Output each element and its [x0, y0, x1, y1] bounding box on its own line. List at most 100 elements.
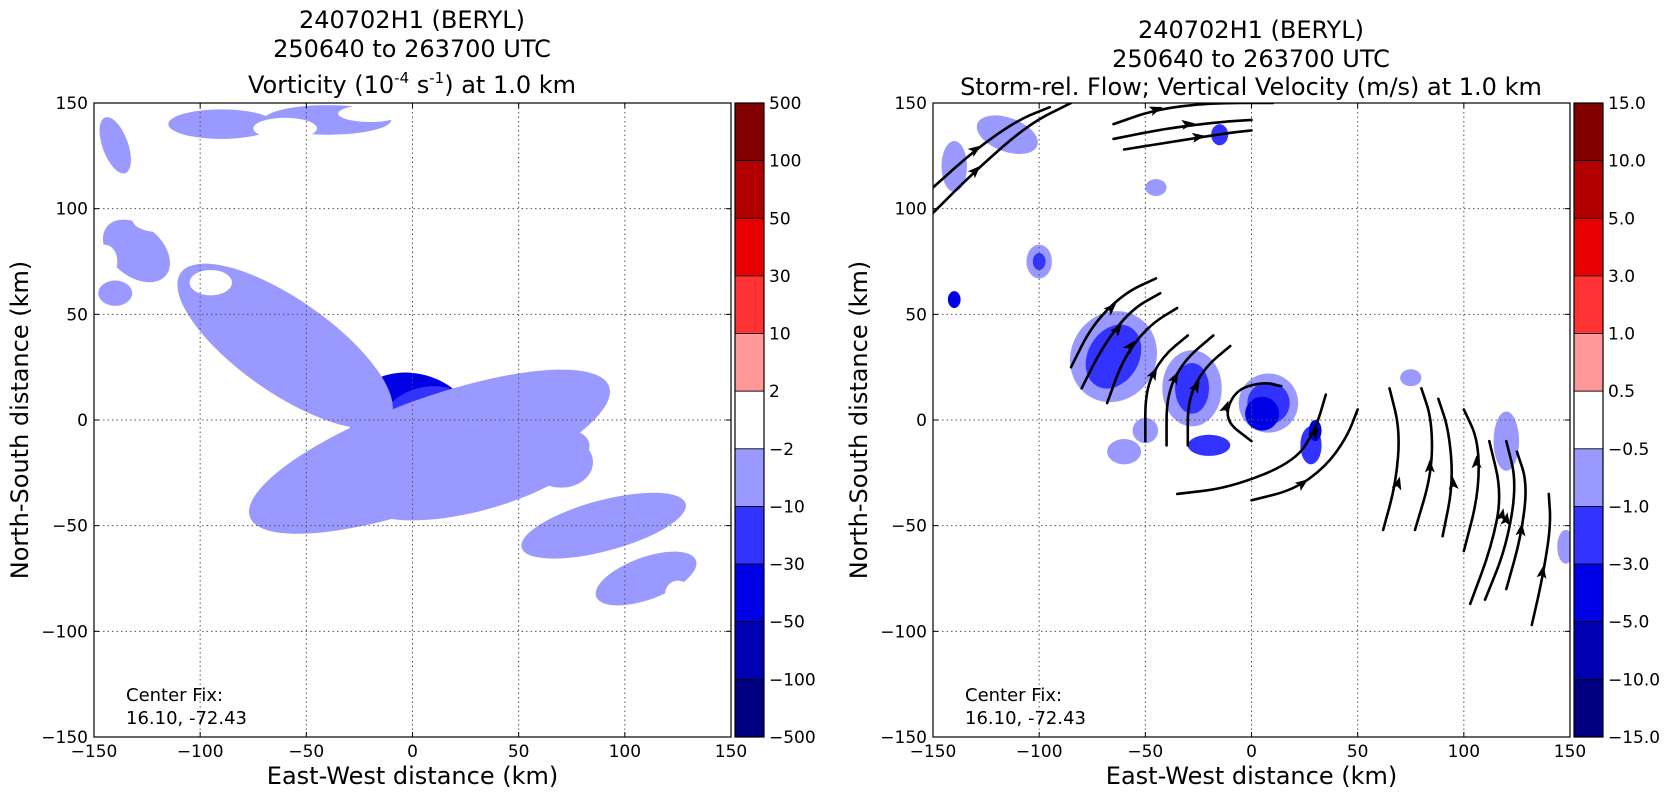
- colorbar-cell: [734, 390, 765, 450]
- colorbar-cell: [1573, 563, 1604, 623]
- x-tick-label: 100: [609, 742, 641, 762]
- streamline-arrow: [1181, 119, 1195, 130]
- streamline-arrow: [1110, 323, 1122, 337]
- colorbar-frame: [1573, 102, 1604, 738]
- x-tick-label: 0: [1246, 742, 1257, 762]
- center-fix-label: Center Fix:: [126, 685, 223, 706]
- streamline-arrow: [1219, 400, 1229, 415]
- right-title-line-2: 250640 to 263700 UTC: [1112, 45, 1390, 73]
- left-title-line-1: 240702H1 (BERYL): [299, 6, 525, 34]
- center-fix-label: Center Fix:: [965, 685, 1062, 706]
- colorbar-tick-label: −50: [769, 613, 805, 633]
- left-title-var-prefix: Vorticity (10: [248, 71, 394, 99]
- left-title-line-2: 250640 to 263700 UTC: [273, 35, 551, 63]
- streamline: [1381, 387, 1400, 532]
- contour-region: [338, 105, 402, 123]
- streamline: [1105, 306, 1179, 405]
- colorbar-cell: [734, 621, 765, 680]
- contour-region: [934, 252, 974, 313]
- streamline: [1530, 492, 1552, 627]
- x-tick-label: −50: [1127, 742, 1163, 762]
- streamline: [1462, 408, 1481, 553]
- x-axis-label: East-West distance (km): [1106, 762, 1397, 790]
- left-title-line-3: Vorticity (10-4 s-1) at 1.0 km: [248, 69, 576, 99]
- colorbar-cell: [1573, 102, 1604, 162]
- x-tick-label: −100: [1016, 742, 1063, 762]
- y-tick-label: −50: [52, 517, 88, 537]
- colorbar-cell: [734, 275, 765, 334]
- colorbar-tick-label: −2: [769, 440, 794, 460]
- contour-region: [1531, 453, 1566, 471]
- y-tick-label: −150: [880, 728, 927, 748]
- contour-region: [665, 580, 691, 606]
- y-tick-label: −50: [891, 517, 927, 537]
- colorbar-cell: [734, 333, 765, 392]
- streamline: [1250, 408, 1359, 502]
- streamline-arrow: [1424, 459, 1435, 473]
- colorbar-tick-label: 2: [769, 382, 780, 402]
- y-tick-label: 50: [66, 305, 88, 325]
- left-title-var-exp1: -4: [394, 69, 409, 87]
- right-title-line-3: Storm-rel. Flow; Vertical Velocity (m/s)…: [960, 73, 1542, 101]
- vertical-velocity-panel: −150 −100 −50 0 50 100 150 −150 −100 −50 0 50 100 150…: [845, 94, 1660, 790]
- contour-field: [94, 105, 723, 606]
- colorbar-tick-label: 0.5: [1608, 382, 1635, 402]
- colorbar-cell: [1573, 160, 1604, 219]
- streamline-arrow: [967, 145, 982, 158]
- vorticity-panel: −150 −100 −50 0 50 100 150−150−100−50050100150…: [6, 94, 816, 790]
- colorbar-tick-label: −0.5: [1608, 440, 1649, 460]
- contour-region: [99, 117, 131, 174]
- contour-region: [168, 109, 275, 139]
- left-title-var-exp2: -1: [429, 69, 444, 87]
- y-tick-label: 50: [905, 305, 927, 325]
- streamline-arrow: [1103, 303, 1117, 316]
- contour-region: [253, 117, 317, 139]
- streamline: [1437, 397, 1453, 538]
- streamline: [1483, 439, 1516, 601]
- x-tick-label: −150: [71, 742, 118, 762]
- left-title-var-suffix: ) at 1.0 km: [444, 71, 576, 99]
- contour-region: [1230, 504, 1273, 526]
- y-axis-label: North-South distance (km): [845, 261, 873, 580]
- contour-region: [947, 291, 961, 308]
- left-title-var-mid: s: [409, 71, 429, 99]
- y-tick-label: 100: [895, 200, 927, 220]
- colorbar-tick-label: −30: [769, 555, 805, 575]
- streamline: [1122, 129, 1253, 151]
- contour-region: [189, 269, 233, 296]
- streamline-arrow: [1294, 479, 1309, 491]
- streamline-arrow: [1495, 508, 1506, 522]
- contour-region: [976, 115, 1038, 154]
- contour-region: [529, 436, 593, 488]
- x-tick-label: 150: [715, 742, 747, 762]
- streamline-arrow: [1448, 476, 1459, 490]
- x-axis-label: East-West distance (km): [267, 762, 558, 790]
- y-axis-label: North-South distance (km): [6, 261, 34, 580]
- x-tick-label: 50: [508, 742, 530, 762]
- colorbar-cell: [1573, 333, 1604, 392]
- contour-region: [132, 206, 184, 232]
- colorbar-cell: [1573, 390, 1604, 450]
- x-tick-label: 0: [407, 742, 418, 762]
- contour-region: [697, 487, 723, 522]
- colorbar-tick-label: −1.0: [1608, 497, 1649, 517]
- colorbar-tick-label: −100: [769, 670, 816, 690]
- contour-region: [1400, 369, 1422, 387]
- colorbar-cell: [734, 160, 765, 219]
- colorbar-tick-label: −10.0: [1608, 670, 1660, 690]
- contour-region: [1298, 377, 1333, 442]
- y-tick-label: 150: [56, 94, 88, 114]
- colorbar-cell: [1573, 678, 1604, 738]
- x-tick-label: −50: [288, 742, 324, 762]
- streamline-arrow: [1307, 426, 1320, 441]
- streamline-arrow: [1191, 132, 1206, 143]
- y-tick-label: 0: [916, 411, 927, 431]
- colorbar-cell: [1573, 621, 1604, 680]
- colorbar: 500 100 50 30 10 2 −2 −10 −30 −50 −100 −500: [734, 94, 816, 748]
- colorbar-cell: [1573, 217, 1604, 277]
- colorbar-tick-label: 500: [769, 94, 801, 114]
- y-tick-label: 150: [895, 94, 927, 114]
- colorbar-tick-label: 100: [769, 152, 801, 172]
